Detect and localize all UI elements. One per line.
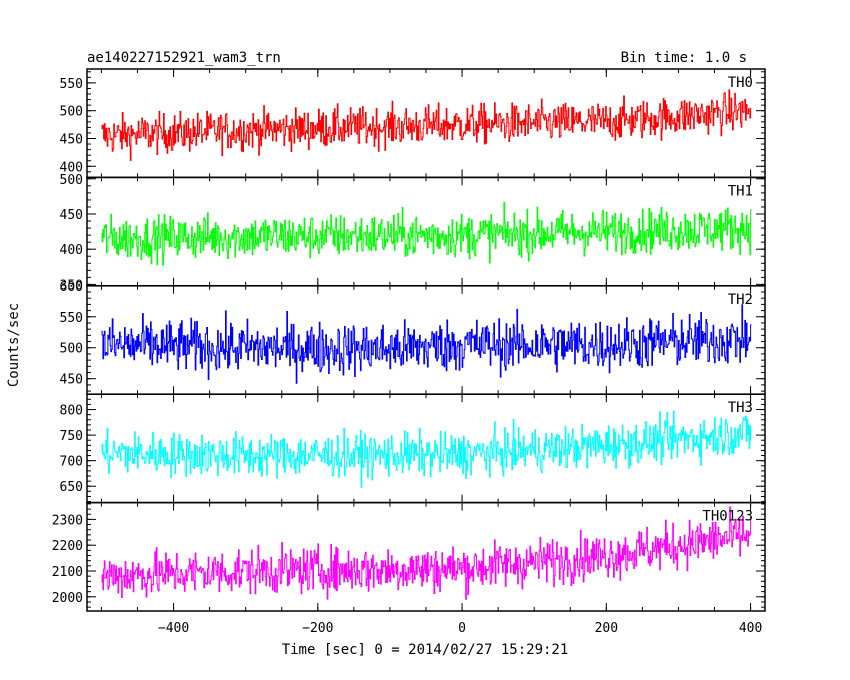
y-tick-label: 600	[60, 280, 83, 295]
y-tick-label: 400	[60, 160, 83, 175]
series-th3	[101, 410, 752, 488]
y-tick-label: 800	[60, 404, 83, 419]
panels-group: 400 450 500 550 TH0 350 400 450 500 TH1 450 500 550 6…	[52, 68, 766, 636]
y-tick-label: 500	[60, 105, 83, 120]
panel-name: TH0123	[702, 509, 753, 525]
series-th2	[101, 304, 752, 384]
series-th1	[101, 201, 752, 266]
y-tick-label: 2300	[52, 513, 83, 528]
y-axis-label: Counts/sec	[6, 303, 22, 387]
series-th0	[101, 89, 752, 161]
x-tick-label: 200	[595, 621, 618, 636]
y-tick-label: 750	[60, 429, 83, 444]
y-tick-label: 550	[60, 311, 83, 326]
y-tick-label: 2200	[52, 539, 83, 554]
panel-th2: 450 500 550 600 TH2	[60, 280, 766, 395]
y-tick-label: 550	[60, 77, 83, 92]
panel-name: TH3	[728, 400, 753, 416]
x-tick-label: −200	[302, 621, 333, 636]
bin-time-label: Bin time: 1.0 s	[621, 50, 747, 66]
y-tick-label: 450	[60, 373, 83, 388]
y-tick-label: 400	[60, 243, 83, 258]
y-tick-label: 500	[60, 342, 83, 357]
panel-name: TH2	[728, 292, 753, 308]
panel-th3: 650 700 750 800 TH3	[60, 393, 766, 504]
panel-th1: 350 400 450 500 TH1	[60, 173, 766, 293]
chart-title: ae140227152921_wam3_trn	[87, 50, 281, 66]
y-tick-label: 450	[60, 208, 83, 223]
x-tick-label: 0	[458, 621, 466, 636]
y-tick-label: 2000	[52, 591, 83, 606]
series-th0123	[101, 506, 752, 600]
panel-name: TH1	[728, 183, 753, 199]
y-tick-label: 500	[60, 173, 83, 188]
y-tick-label: 450	[60, 132, 83, 147]
panel-name: TH0	[728, 75, 753, 91]
y-tick-label: 700	[60, 455, 83, 470]
x-tick-label: 400	[739, 621, 762, 636]
x-tick-label: −400	[158, 621, 189, 636]
panel-th0123: 2000 2100 2200 2300 TH0123	[52, 501, 766, 612]
y-tick-label: 350	[60, 278, 83, 293]
y-tick-label: 650	[60, 480, 83, 495]
y-tick-label: 2100	[52, 565, 83, 580]
panel-th0: 400 450 500 550 TH0	[60, 68, 766, 179]
panel-frame	[86, 501, 766, 612]
x-axis-label: Time [sec] 0 = 2014/02/27 15:29:21	[282, 642, 569, 658]
